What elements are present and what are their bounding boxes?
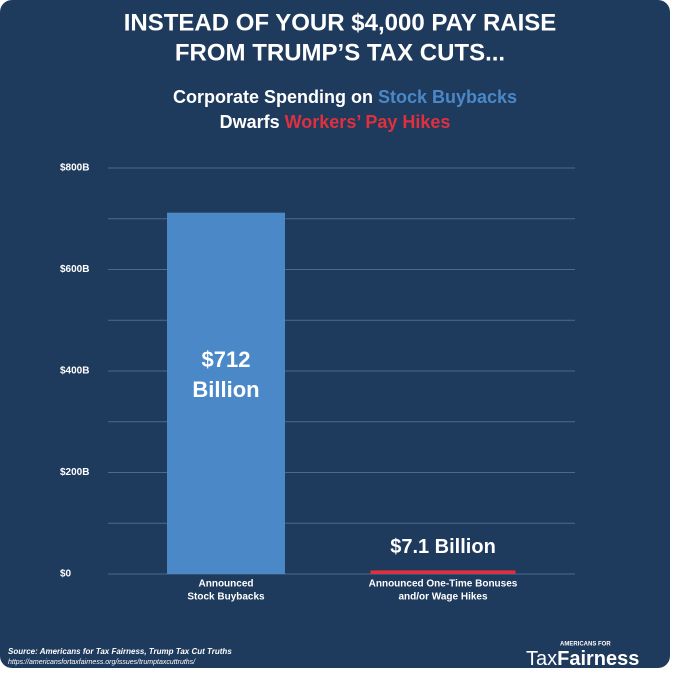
source-url: https://americansfortaxfairness.org/issu… [8, 659, 196, 666]
y-tick-label: $0 [60, 569, 72, 580]
logo-small: AMERICANS FOR [560, 642, 611, 648]
x-tick-label: Announced [199, 579, 254, 590]
y-tick-label: $600B [60, 264, 89, 275]
subtitle-part: Stock Buybacks [378, 87, 517, 107]
value-label: $7.1 Billion [390, 536, 496, 559]
logo-part: Tax [526, 648, 557, 668]
subtitle-part: Corporate Spending on [173, 87, 373, 107]
x-tick-label: and/or Wage Hikes [398, 592, 488, 603]
y-tick-label: $200B [60, 467, 89, 478]
x-tick-label: Announced One-Time Bonuses [369, 579, 518, 590]
subtitle-part: Dwarfs [220, 112, 280, 132]
chart: INSTEAD OF YOUR $4,000 PAY RAISE FROM TR… [8, 9, 639, 668]
subtitle-line: Dwarfs Workers’ Pay Hikes [220, 112, 451, 132]
y-tick-label: $800B [60, 163, 89, 174]
subtitle-line: Corporate Spending on Stock Buybacks [173, 87, 517, 107]
bar [167, 212, 285, 574]
logo: TaxFairness [526, 648, 639, 668]
y-tick-label: $400B [60, 366, 89, 377]
title-line: FROM TRUMP’S TAX CUTS... [175, 39, 505, 66]
title-line: INSTEAD OF YOUR $4,000 PAY RAISE [124, 9, 557, 36]
x-tick-label: Stock Buybacks [187, 592, 265, 603]
logo-part: Fairness [557, 648, 639, 668]
bar [370, 570, 516, 574]
subtitle-part: Workers’ Pay Hikes [285, 112, 451, 132]
source: Source: Americans for Tax Fairness, Trum… [8, 647, 232, 656]
value-label: $712 Billion [192, 347, 260, 402]
infographic: INSTEAD OF YOUR $4,000 PAY RAISE FROM TR… [0, 0, 670, 668]
